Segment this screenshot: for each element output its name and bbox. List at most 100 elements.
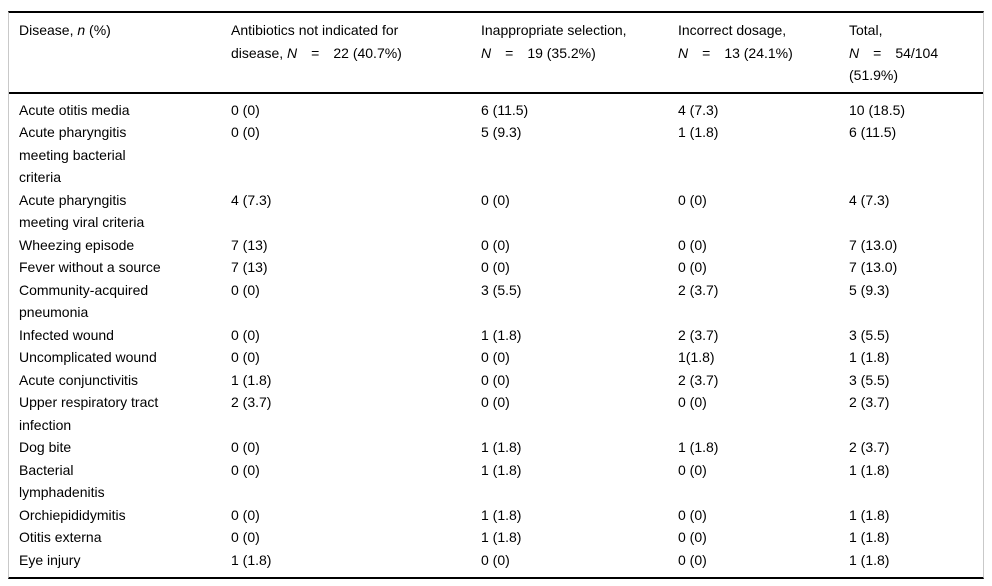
header-text: Total, (849, 22, 883, 38)
value-cell: 1 (1.8) (481, 506, 522, 523)
value-cell: 3 (5.5) (849, 371, 890, 388)
value-cell: 1(1.8) (678, 349, 715, 365)
disease-cell: Acute conjunctivitis (19, 371, 139, 388)
value-cell: 0 (0) (231, 461, 260, 478)
table-header: Disease, n (%) Antibiotics not indicated… (9, 13, 983, 94)
n-symbol: N (849, 44, 860, 61)
table-row: Acute conjunctivitis 1 (1.8) 0 (0) 2 (3.7) 3… (9, 369, 983, 392)
header-value: 19 (35.2%) (527, 44, 596, 61)
value-cell: 7 (13.0) (849, 236, 898, 253)
table-row: Infected wound 0 (0) 1 (1.8) 2 (3.7) 3 (5.5) (9, 324, 983, 347)
n-symbol: n (77, 22, 86, 38)
value-cell: 0 (0) (231, 349, 260, 365)
disease-cell: Orchiepididymitis (19, 506, 126, 523)
disease-cell: Acute pharyngitis meeting viral criteria (19, 191, 145, 231)
value-cell: 0 (0) (678, 259, 707, 275)
table-row: Uncomplicated wound 0 (0) 0 (0) 1(1.8) 1 (1.… (9, 346, 983, 369)
table-row: Eye injury 1 (1.8) 0 (0) 0 (0) 1 (1.8) (9, 549, 983, 578)
table-row: Community-acquired pneumonia 0 (0) 3 (5.5)… (9, 279, 983, 324)
value-cell: 0 (0) (231, 506, 260, 523)
col-header-not-indicated: Antibiotics not indicated for disease, N… (221, 13, 471, 94)
value-cell: 2 (3.7) (678, 281, 719, 298)
value-cell: 0 (0) (678, 551, 707, 568)
value-cell: 1 (1.8) (678, 439, 719, 455)
value-cell: 0 (0) (231, 281, 260, 298)
value-cell: 1 (1.8) (849, 529, 890, 545)
value-cell: 6 (11.5) (849, 124, 897, 140)
value-cell: 0 (0) (678, 191, 707, 208)
equals-sign: = (873, 44, 882, 61)
value-cell: 0 (0) (231, 439, 260, 455)
value-cell: 2 (3.7) (849, 394, 890, 410)
n-symbol: N (287, 44, 298, 61)
value-cell: 0 (0) (481, 259, 510, 275)
header-row: Disease, n (%) Antibiotics not indicated… (9, 13, 983, 94)
n-symbol: N (481, 44, 492, 61)
value-cell: 0 (0) (231, 529, 260, 545)
value-cell: 7 (13) (231, 259, 268, 275)
table-row: Acute pharyngitis meeting viral criteria… (9, 189, 983, 234)
table-row: Orchiepididymitis 0 (0) 1 (1.8) 0 (0) 1 (1.8… (9, 504, 983, 527)
value-cell: 0 (0) (678, 394, 707, 410)
value-cell: 0 (0) (231, 101, 260, 118)
col-header-incorrect-dosage: Incorrect dosage, N = 13 (24.1%) (668, 13, 839, 94)
header-text: Incorrect dosage, (678, 22, 787, 38)
value-cell: 0 (0) (481, 349, 510, 365)
value-cell: 0 (0) (481, 371, 510, 388)
disease-cell: Acute otitis media (19, 101, 130, 118)
value-cell: 2 (3.7) (678, 371, 719, 388)
antibiotic-prescription-table: Disease, n (%) Antibiotics not indicated… (8, 11, 984, 579)
disease-cell: Wheezing episode (19, 236, 135, 253)
disease-cell: Upper respiratory tract infection (19, 394, 159, 433)
value-cell: 4 (7.3) (849, 191, 890, 208)
value-cell: 1 (1.8) (231, 551, 272, 568)
value-cell: 5 (9.3) (481, 124, 522, 140)
value-cell: 0 (0) (481, 551, 510, 568)
disease-cell: Eye injury (19, 551, 81, 568)
table-row: Acute otitis media 0 (0) 6 (11.5) 4 (7.3) 10… (9, 93, 983, 122)
value-cell: 7 (13) (231, 236, 268, 253)
value-cell: 2 (3.7) (849, 439, 890, 455)
value-cell: 1 (1.8) (849, 551, 890, 568)
header-text: Antibiotics not indicated for disease, (231, 22, 399, 61)
header-value: 54/104 (51.9%) (849, 44, 939, 84)
table-row: Otitis externa 0 (0) 1 (1.8) 0 (0) 1 (1.8) (9, 526, 983, 549)
col-header-disease: Disease, n (%) (9, 13, 221, 94)
header-text: Inappropriate selection, (481, 22, 627, 38)
value-cell: 2 (3.7) (231, 394, 272, 410)
disease-cell: Dog bite (19, 439, 72, 455)
value-cell: 0 (0) (678, 529, 707, 545)
value-cell: 1 (1.8) (481, 461, 522, 478)
value-cell: 0 (0) (678, 506, 707, 523)
header-value: 22 (40.7%) (333, 44, 402, 61)
value-cell: 0 (0) (481, 191, 510, 208)
value-cell: 1 (1.8) (678, 124, 719, 140)
col-header-inappropriate-selection: Inappropriate selection, N = 19 (35.2%) (471, 13, 668, 94)
value-cell: 3 (5.5) (481, 281, 522, 298)
value-cell: 0 (0) (678, 461, 707, 478)
disease-cell: Uncomplicated wound (19, 349, 157, 365)
value-cell: 10 (18.5) (849, 101, 906, 118)
value-cell: 6 (11.5) (481, 101, 529, 118)
table-row: Fever without a source 7 (13) 0 (0) 0 (0) 7 … (9, 256, 983, 279)
value-cell: 7 (13.0) (849, 259, 898, 275)
value-cell: 0 (0) (678, 236, 707, 253)
header-value: 13 (24.1%) (724, 44, 793, 61)
value-cell: 1 (1.8) (849, 461, 890, 478)
header-text: Disease, (19, 22, 78, 38)
table-row: Acute pharyngitis meeting bacterial crit… (9, 121, 983, 189)
table-body: Acute otitis media 0 (0) 6 (11.5) 4 (7.3) 10… (9, 93, 983, 578)
value-cell: 4 (7.3) (231, 191, 272, 208)
disease-cell: Otitis externa (19, 529, 102, 545)
value-cell: 1 (1.8) (231, 371, 272, 388)
value-cell: 0 (0) (481, 236, 510, 253)
table-row: Upper respiratory tract infection 2 (3.7)… (9, 391, 983, 436)
value-cell: 1 (1.8) (849, 506, 890, 523)
value-cell: 0 (0) (231, 326, 260, 343)
table-row: Dog bite 0 (0) 1 (1.8) 1 (1.8) 2 (3.7) (9, 436, 983, 459)
disease-cell: Infected wound (19, 326, 114, 343)
value-cell: 1 (1.8) (481, 529, 522, 545)
value-cell: 4 (7.3) (678, 101, 719, 118)
results-table: Disease, n (%) Antibiotics not indicated… (9, 13, 983, 577)
table-row: Wheezing episode 7 (13) 0 (0) 0 (0) 7 (13.0) (9, 234, 983, 257)
